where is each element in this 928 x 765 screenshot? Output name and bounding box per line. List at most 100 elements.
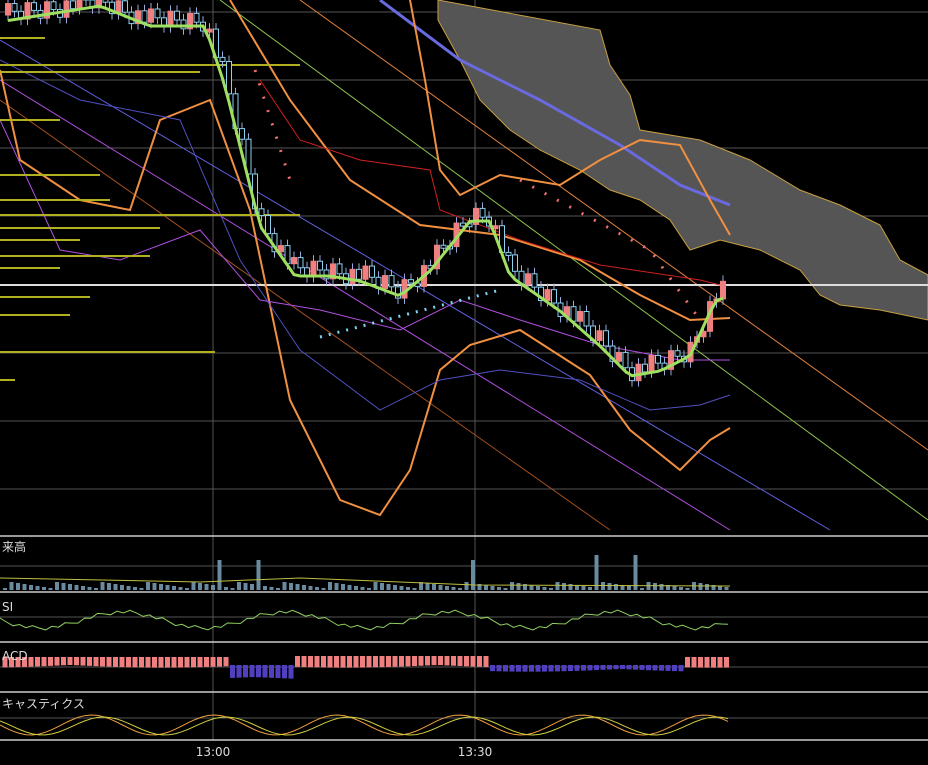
macd-bar [451, 656, 456, 666]
volume-bar [81, 586, 85, 590]
volume-bar [256, 560, 261, 590]
candle-body [609, 345, 616, 362]
macd-bar [464, 656, 469, 667]
signal-line [259, 79, 721, 286]
volume-bar [640, 588, 644, 590]
macd-bar [80, 657, 86, 666]
macd-bar [522, 665, 528, 672]
volume-bar [698, 583, 703, 590]
candle-body [239, 128, 245, 140]
macd-bar [327, 656, 333, 668]
candle-body [551, 289, 557, 304]
macd-bar [171, 657, 177, 668]
candle-body [297, 257, 304, 269]
macd-bar [704, 657, 710, 668]
candle-body [531, 273, 538, 288]
macd-bar [373, 656, 378, 668]
trend-line [219, 0, 928, 521]
macd-bar [314, 656, 320, 668]
candle-body [395, 286, 401, 299]
volume-bar [705, 584, 709, 590]
macd-bar [444, 656, 450, 666]
macd-bar [399, 656, 404, 667]
macd-bar [405, 656, 411, 667]
volume-bar [250, 584, 254, 590]
macd-bar [587, 665, 593, 671]
macd-bar [672, 665, 677, 672]
macd-bar [210, 657, 216, 667]
macd-bar [503, 665, 508, 672]
candle-body [642, 363, 648, 373]
macd-bar [243, 665, 248, 678]
macd-bar [301, 656, 307, 668]
volume-bar [588, 587, 592, 590]
macd-bar [568, 665, 573, 672]
volume-bar [321, 588, 326, 590]
volume-bar [393, 585, 397, 590]
candle-body [174, 10, 180, 21]
macd-bar [711, 657, 716, 668]
macd-bar [379, 656, 385, 668]
volume-bar [347, 585, 352, 590]
macd-bar [288, 665, 294, 679]
volume-bar [367, 588, 371, 590]
volume-bar [464, 582, 469, 590]
macd-bar [652, 665, 658, 671]
macd-bar [574, 665, 580, 671]
trend-line [0, 99, 611, 531]
macd-bar [659, 665, 664, 671]
candle-body [265, 215, 271, 235]
volume-bar [497, 587, 501, 590]
volume-bar [471, 560, 475, 590]
macd-bar [639, 665, 645, 670]
volume-bar [217, 560, 222, 590]
macd-bar [217, 657, 222, 667]
candle-body [5, 3, 11, 16]
candle-body [24, 2, 31, 20]
volume-bar [198, 583, 202, 590]
macd-bar [665, 665, 671, 671]
macd-bar [548, 665, 554, 672]
candle-body [31, 2, 37, 11]
candle-body [167, 10, 174, 28]
candle-body [674, 350, 681, 357]
volume-bar [22, 584, 27, 590]
volume-bar [55, 582, 59, 590]
macd-bar [470, 656, 476, 667]
volume-bar [438, 585, 443, 590]
macd-bar [555, 665, 560, 672]
volume-bar [263, 586, 267, 590]
candle-body [349, 268, 356, 285]
volume-bar [653, 583, 657, 590]
volume-bar [61, 583, 66, 590]
candle-body [206, 28, 213, 33]
volume-bar [243, 583, 248, 590]
volume-bar [555, 582, 560, 590]
volume-bar [458, 588, 462, 590]
macd-bar [191, 657, 196, 668]
parabolic-sar [319, 288, 501, 339]
candle-body [544, 289, 551, 301]
macd-bar [535, 665, 541, 672]
envelope-2 [0, 59, 731, 411]
volume-bar [672, 586, 677, 590]
fast-ma [7, 4, 724, 378]
macd-bar [308, 656, 313, 668]
macd-bar [542, 665, 547, 672]
macd-bar [685, 657, 690, 668]
macd-bar [74, 657, 79, 666]
macd-bar [15, 657, 21, 668]
candle-body [616, 351, 622, 362]
volume-bar [35, 586, 40, 590]
volume-bar [510, 582, 514, 590]
candle-body [310, 260, 317, 278]
volume-bar [614, 584, 618, 590]
macd-bar [600, 665, 606, 670]
candle-body [369, 265, 375, 278]
macd-bar [9, 657, 14, 668]
macd-bar [282, 665, 287, 679]
volume-bar [360, 587, 365, 590]
candle-body [330, 263, 336, 280]
volume-bar [185, 588, 189, 590]
candle-body [473, 207, 479, 225]
